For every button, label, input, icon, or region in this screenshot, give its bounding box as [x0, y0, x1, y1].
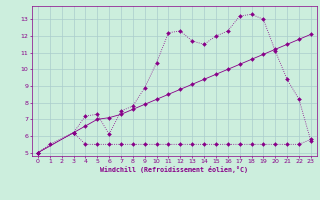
X-axis label: Windchill (Refroidissement éolien,°C): Windchill (Refroidissement éolien,°C) — [100, 166, 248, 173]
